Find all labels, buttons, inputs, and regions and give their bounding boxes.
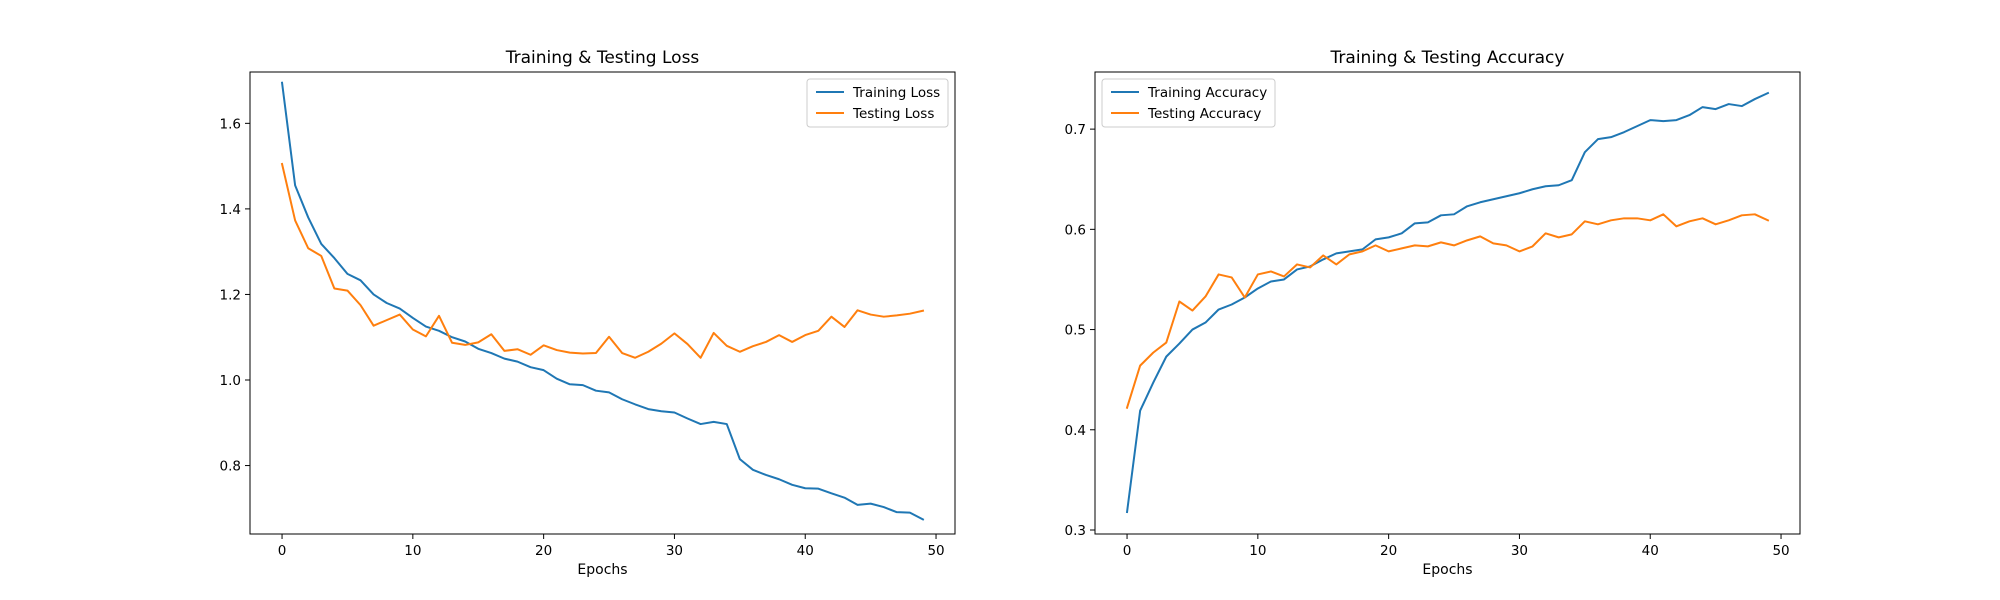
accuracy-chart-title: Training & Testing Accuracy — [1330, 48, 1565, 68]
loss-x-tick-label: 10 — [404, 543, 421, 559]
accuracy-plot-area — [1094, 71, 1801, 535]
accuracy-legend: Training Accuracy Testing Accuracy — [1101, 78, 1276, 128]
loss-y-tick-label: 0.8 — [220, 459, 241, 475]
accuracy-series-line-testing — [1125, 213, 1770, 409]
accuracy-x-tick-label: 0 — [1123, 543, 1132, 559]
loss-x-tick-label: 20 — [535, 543, 552, 559]
accuracy-legend-label: Training Accuracy — [1147, 85, 1267, 101]
accuracy-ticks: 0 10 20 30 40 50 0.3 0.4 0.5 0.6 0.7 — [1065, 122, 1790, 559]
loss-y-tick-label: 1.0 — [220, 373, 241, 389]
accuracy-x-tick-label: 20 — [1380, 543, 1397, 559]
loss-x-axis-label: Epochs — [577, 562, 627, 578]
accuracy-x-tick-label: 40 — [1642, 543, 1659, 559]
loss-y-tick-label: 1.2 — [220, 287, 241, 303]
accuracy-x-tick-label: 30 — [1511, 543, 1528, 559]
accuracy-x-axis-label: Epochs — [1422, 562, 1472, 578]
accuracy-y-tick-label: 0.6 — [1065, 222, 1086, 238]
loss-y-tick-label: 1.4 — [220, 202, 241, 218]
loss-series-line-testing — [280, 162, 925, 359]
loss-series-lines — [280, 81, 925, 521]
accuracy-y-tick-label: 0.5 — [1065, 323, 1086, 339]
loss-x-tick-label: 50 — [927, 543, 944, 559]
accuracy-y-tick-label: 0.4 — [1065, 423, 1086, 439]
loss-y-tick-label: 1.6 — [220, 116, 241, 132]
accuracy-x-tick-label: 10 — [1249, 543, 1266, 559]
loss-legend: Training Loss Testing Loss — [806, 78, 949, 128]
loss-legend-label: Training Loss — [852, 85, 940, 101]
accuracy-legend-box — [1101, 78, 1276, 128]
loss-chart: Training & Testing Loss Epochs 0 10 20 30 40… — [220, 48, 956, 578]
loss-legend-label: Testing Loss — [852, 106, 934, 122]
loss-ticks: 0 10 20 30 40 50 0.8 1.0 1.2 1.4 1.6 — [220, 116, 945, 559]
loss-plot-area — [249, 71, 956, 535]
accuracy-series-line-training — [1125, 91, 1770, 514]
accuracy-legend-label: Testing Accuracy — [1147, 106, 1261, 122]
accuracy-x-tick-label: 50 — [1772, 543, 1789, 559]
loss-chart-title: Training & Testing Loss — [505, 48, 700, 68]
accuracy-y-tick-label: 0.3 — [1065, 523, 1086, 539]
accuracy-series-lines — [1125, 91, 1770, 514]
loss-series-line-training — [280, 81, 925, 521]
loss-x-tick-label: 30 — [666, 543, 683, 559]
accuracy-chart: Training & Testing Accuracy Epochs 0 10 20… — [1065, 48, 1801, 578]
loss-x-tick-label: 0 — [278, 543, 287, 559]
accuracy-y-tick-label: 0.7 — [1065, 122, 1086, 138]
loss-x-tick-label: 40 — [797, 543, 814, 559]
